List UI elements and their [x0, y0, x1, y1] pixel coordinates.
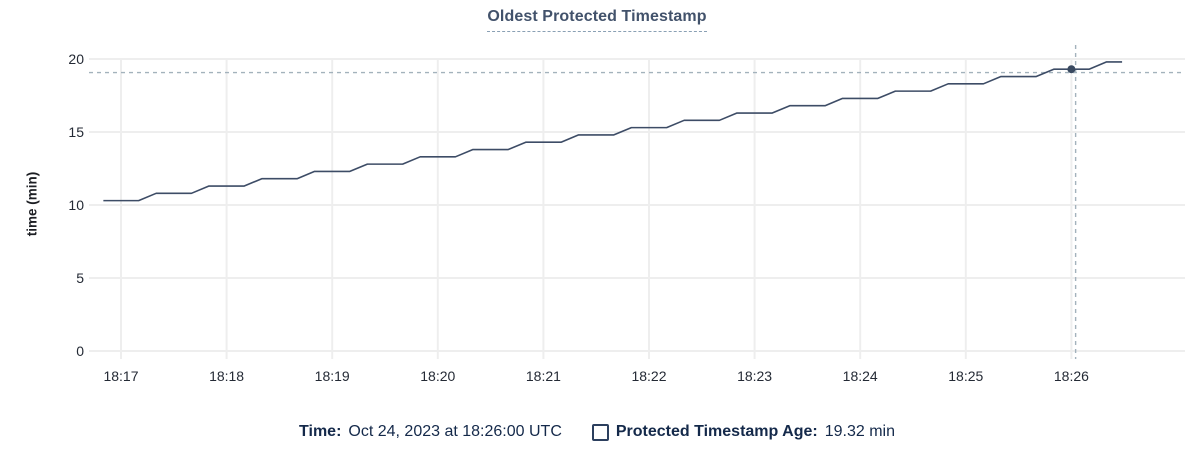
y-axis-label: time (min) [24, 171, 40, 237]
x-tick-label: 18:18 [209, 368, 244, 384]
y-tick-label: 0 [76, 343, 84, 359]
y-tick-label: 10 [68, 197, 84, 213]
chart-title[interactable]: Oldest Protected Timestamp [487, 8, 707, 32]
x-tick-label: 18:17 [103, 368, 138, 384]
legend-series-label: Protected Timestamp Age: [615, 423, 818, 440]
chart-title-row: Oldest Protected Timestamp [0, 8, 1194, 32]
x-tick-label: 18:20 [420, 368, 455, 384]
y-tick-label: 20 [68, 51, 84, 67]
x-tick-label: 18:26 [1054, 368, 1089, 384]
y-tick-label: 15 [68, 124, 84, 140]
series-line [103, 61, 1123, 202]
x-tick-label: 18:21 [526, 368, 561, 384]
y-tick-label: 5 [76, 270, 84, 286]
x-tick-label: 18:25 [948, 368, 983, 384]
x-tick-label: 18:22 [631, 368, 666, 384]
series-toggle-checkbox-icon[interactable] [591, 423, 609, 441]
x-tick-label: 18:24 [843, 368, 878, 384]
legend-time-label: Time: [299, 423, 342, 440]
hover-point-dot [1067, 65, 1076, 74]
x-tick-label: 18:23 [737, 368, 772, 384]
x-tick-label: 18:19 [315, 368, 350, 384]
legend-series-value: 19.32 min [824, 423, 895, 440]
chart-legend: Time: Oct 24, 2023 at 18:26:00 UTC Prote… [0, 423, 1194, 441]
legend-time-value: Oct 24, 2023 at 18:26:00 UTC [348, 423, 562, 440]
